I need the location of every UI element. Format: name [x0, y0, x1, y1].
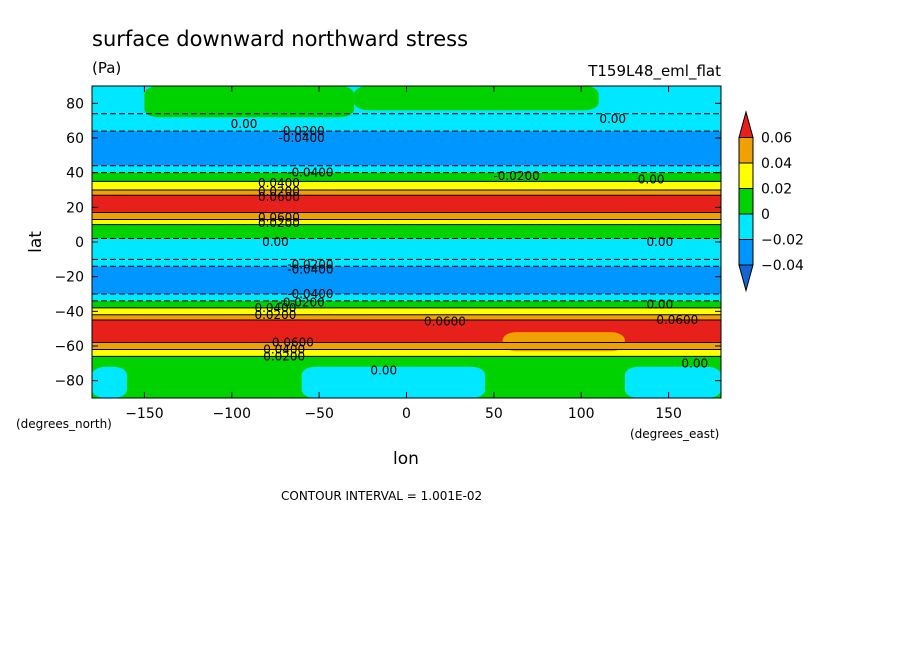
lat-band-15 — [92, 300, 721, 308]
plot-area — [92, 86, 721, 398]
contour-label-23: 0.0600 — [272, 336, 314, 350]
colorbar-label-4: −0.02 — [761, 233, 804, 249]
region-patch-5 — [92, 366, 127, 398]
contour-label-15: -0.0400 — [287, 263, 333, 277]
contour-label-6: 0.00 — [638, 173, 665, 187]
contour-label-17: -0.0200 — [279, 296, 325, 310]
colorbar-bottom-arrow — [738, 264, 754, 293]
lat-band-20 — [92, 349, 721, 357]
lat-band-2 — [92, 131, 721, 166]
lat-band-18 — [92, 320, 721, 343]
contour-label-9: 0.0600 — [258, 190, 300, 204]
y-units-label: (degrees_north) — [16, 417, 112, 431]
region-patch-1 — [354, 86, 599, 111]
colorbar: 0.06 0.04 0.02 0 −0.02 −0.04 — [738, 110, 804, 293]
contour-label-1: -0.0200 — [279, 124, 325, 138]
lat-band-10 — [92, 224, 721, 239]
contour-label-0: 0.00 — [231, 117, 258, 131]
contour-label-27: 0.00 — [681, 356, 708, 370]
contour-label-7: 0.0400 — [258, 176, 300, 190]
lat-band-7 — [92, 195, 721, 213]
x-tick-label-1: −100 — [213, 406, 251, 422]
contour-label-18: 0.00 — [646, 297, 673, 311]
y-tick-label-6: 40 — [66, 166, 84, 182]
region-patch-4 — [624, 366, 721, 398]
lat-band-4 — [92, 172, 721, 182]
colorbar-swatch-5 — [738, 239, 754, 266]
x-tick-label-0: −150 — [125, 406, 163, 422]
region-patch-2 — [502, 332, 625, 352]
experiment-label: T159L48_eml_flat — [587, 62, 721, 81]
x-tick-label-6: 150 — [655, 406, 682, 422]
colorbar-label-5: −0.04 — [761, 258, 804, 274]
contour-label-2: -0.0400 — [279, 131, 325, 145]
y-tick-label-7: 60 — [66, 131, 84, 147]
contour-label-12: 0.00 — [262, 235, 289, 249]
region-patch-0 — [144, 86, 355, 118]
x-units-label: (degrees_east) — [630, 427, 719, 441]
contour-label-13: 0.00 — [646, 235, 673, 249]
lat-band-12 — [92, 259, 721, 267]
colorbar-swatch-4 — [738, 213, 754, 240]
lat-band-5 — [92, 181, 721, 190]
y-tick-label-1: −60 — [54, 339, 84, 355]
y-axis: −80 −60 −40 −20 0 20 40 60 80 — [54, 96, 721, 390]
contour-label-5: -0.0200 — [493, 169, 539, 183]
y-tick-label-4: 0 — [75, 235, 84, 251]
colorbar-top-arrow — [738, 110, 754, 138]
contour-label-10: 0.0600 — [258, 211, 300, 225]
lat-band-3 — [92, 165, 721, 173]
contour-label-14: -0.0200 — [287, 258, 333, 272]
x-tick-label-2: −50 — [304, 406, 334, 422]
colorbar-label-1: 0.04 — [761, 156, 792, 172]
contour-label-16: -0.0400 — [287, 287, 333, 301]
x-axis: −150 −100 −50 0 50 100 150 — [125, 86, 682, 422]
units-label: (Pa) — [92, 59, 121, 77]
contour-label-26: 0.00 — [370, 363, 397, 377]
colorbar-label-3: 0 — [761, 207, 770, 223]
contour-label-8: 0.0200 — [258, 185, 300, 199]
contour-lines — [92, 113, 721, 357]
x-tick-label-4: 50 — [485, 406, 503, 422]
y-tick-label-3: −20 — [54, 270, 84, 286]
lat-band-1 — [92, 113, 721, 132]
contour-label-24: 0.0400 — [263, 342, 305, 356]
contour-label-22: 0.0600 — [656, 313, 698, 327]
contour-label-19: 0.0400 — [254, 301, 296, 315]
y-tick-label-2: −40 — [54, 304, 84, 320]
colorbar-swatch-3 — [738, 188, 754, 215]
lat-band-19 — [92, 342, 721, 350]
contour-label-3: 0.00 — [599, 112, 626, 126]
chart-title: surface downward northward stress — [92, 27, 468, 51]
contour-label-11: 0.0200 — [258, 216, 300, 230]
contour-label-25: 0.0200 — [263, 349, 305, 363]
contour-interval-label: CONTOUR INTERVAL = 1.001E-02 — [281, 489, 482, 503]
lat-band-17 — [92, 314, 721, 320]
lat-band-16 — [92, 307, 721, 315]
y-tick-label-5: 20 — [66, 200, 84, 216]
y-tick-label-0: −80 — [54, 374, 84, 390]
colorbar-label-0: 0.06 — [761, 131, 792, 147]
contour-label-20: 0.0200 — [254, 308, 296, 322]
y-axis-label: lat — [26, 231, 46, 253]
colorbar-swatch-1 — [738, 137, 754, 164]
y-tick-label-8: 80 — [66, 96, 84, 112]
contour-label-21: 0.0600 — [424, 315, 466, 329]
lat-band-9 — [92, 219, 721, 225]
lat-band-11 — [92, 238, 721, 260]
x-tick-label-5: 100 — [568, 406, 595, 422]
contour-label-4: -0.0400 — [287, 166, 333, 180]
colorbar-label-2: 0.02 — [761, 182, 792, 198]
x-axis-label: lon — [393, 449, 419, 469]
lat-band-14 — [92, 294, 721, 301]
colorbar-swatch-2 — [738, 162, 754, 189]
lat-band-6 — [92, 190, 721, 196]
lat-band-8 — [92, 212, 721, 220]
lat-band-13 — [92, 266, 721, 294]
region-patch-3 — [301, 366, 486, 398]
x-tick-label-3: 0 — [402, 406, 411, 422]
